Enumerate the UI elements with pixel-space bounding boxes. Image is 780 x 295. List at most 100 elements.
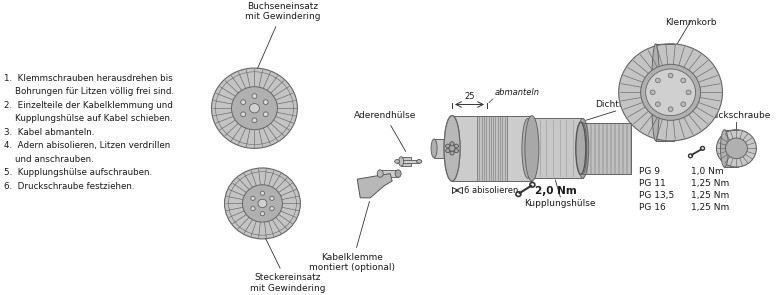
Circle shape bbox=[668, 107, 673, 112]
Circle shape bbox=[263, 112, 268, 117]
Circle shape bbox=[243, 185, 282, 222]
Text: 1,25 Nm: 1,25 Nm bbox=[690, 191, 729, 200]
Text: 6.  Druckschraube festziehen.: 6. Druckschraube festziehen. bbox=[4, 182, 134, 191]
Text: PG 9: PG 9 bbox=[639, 167, 660, 176]
Circle shape bbox=[263, 100, 268, 104]
Text: PG 11: PG 11 bbox=[639, 179, 665, 188]
Bar bbox=[452, 116, 532, 181]
Circle shape bbox=[232, 87, 278, 130]
Circle shape bbox=[211, 68, 297, 148]
Bar bbox=[380, 170, 398, 177]
Ellipse shape bbox=[395, 160, 399, 163]
Text: 1,25 Nm: 1,25 Nm bbox=[690, 204, 729, 212]
Text: Kupplungshülse: Kupplungshülse bbox=[525, 199, 596, 208]
Text: Druckschraube: Druckschraube bbox=[702, 111, 771, 120]
Text: 6 abisolieren: 6 abisolieren bbox=[464, 186, 519, 195]
Text: 1.  Klemmschrauben herausdrehen bis: 1. Klemmschrauben herausdrehen bis bbox=[4, 74, 172, 83]
Circle shape bbox=[445, 149, 450, 153]
Circle shape bbox=[450, 142, 454, 145]
Bar bbox=[528, 119, 583, 178]
Circle shape bbox=[450, 151, 454, 155]
Bar bbox=[434, 139, 456, 158]
Polygon shape bbox=[357, 173, 392, 198]
Circle shape bbox=[270, 206, 274, 211]
Ellipse shape bbox=[399, 157, 404, 166]
Circle shape bbox=[668, 73, 673, 78]
Text: Steckereinsatz
mit Gewindering: Steckereinsatz mit Gewindering bbox=[250, 239, 325, 293]
Circle shape bbox=[655, 102, 661, 106]
Ellipse shape bbox=[576, 119, 589, 178]
Circle shape bbox=[646, 69, 696, 116]
Circle shape bbox=[455, 144, 459, 148]
Ellipse shape bbox=[721, 130, 729, 167]
Circle shape bbox=[651, 90, 655, 95]
Bar bbox=[583, 123, 631, 174]
Ellipse shape bbox=[651, 44, 660, 141]
Circle shape bbox=[258, 199, 267, 208]
Circle shape bbox=[250, 196, 255, 200]
Circle shape bbox=[725, 138, 747, 159]
Text: 2.  Einzelteile der Kabelklemmung und: 2. Einzelteile der Kabelklemmung und bbox=[4, 101, 173, 110]
Circle shape bbox=[261, 191, 264, 195]
Text: PG 13,5: PG 13,5 bbox=[639, 191, 674, 200]
Ellipse shape bbox=[417, 160, 422, 163]
Circle shape bbox=[686, 90, 691, 95]
Ellipse shape bbox=[453, 139, 459, 158]
Circle shape bbox=[455, 149, 459, 153]
Ellipse shape bbox=[444, 116, 460, 181]
Ellipse shape bbox=[444, 116, 460, 181]
Circle shape bbox=[252, 118, 257, 123]
Circle shape bbox=[449, 145, 455, 151]
Text: Kupplungshülse auf Kabel schieben.: Kupplungshülse auf Kabel schieben. bbox=[4, 114, 172, 123]
Text: Aderendhülse: Aderendhülse bbox=[354, 111, 417, 152]
Text: Bohrungen für Litzen völlig frei sind.: Bohrungen für Litzen völlig frei sind. bbox=[4, 87, 174, 96]
Circle shape bbox=[250, 104, 260, 113]
Circle shape bbox=[455, 149, 459, 153]
Circle shape bbox=[455, 144, 459, 148]
Bar bbox=[656, 44, 674, 141]
Bar bbox=[725, 130, 739, 167]
Ellipse shape bbox=[395, 170, 401, 177]
Circle shape bbox=[655, 78, 661, 83]
Circle shape bbox=[445, 144, 450, 148]
Text: Buchseneinsatz
mit Gewindering: Buchseneinsatz mit Gewindering bbox=[245, 2, 320, 68]
Ellipse shape bbox=[576, 122, 586, 175]
Circle shape bbox=[250, 206, 255, 211]
Text: 25: 25 bbox=[464, 92, 475, 101]
Circle shape bbox=[450, 151, 454, 155]
Ellipse shape bbox=[522, 119, 534, 178]
Circle shape bbox=[252, 94, 257, 99]
Bar bbox=[397, 160, 419, 163]
Circle shape bbox=[225, 168, 300, 239]
Text: 1,25 Nm: 1,25 Nm bbox=[690, 179, 729, 188]
Circle shape bbox=[681, 102, 686, 106]
Circle shape bbox=[450, 142, 454, 145]
Circle shape bbox=[717, 130, 757, 167]
Circle shape bbox=[681, 78, 686, 83]
Bar bbox=[401, 157, 411, 166]
Bar bbox=[477, 116, 507, 181]
Text: 5.  Kupplungshülse aufschrauben.: 5. Kupplungshülse aufschrauben. bbox=[4, 168, 152, 177]
Text: abmanteln: abmanteln bbox=[495, 88, 540, 97]
Circle shape bbox=[640, 64, 700, 120]
Circle shape bbox=[241, 100, 246, 104]
Text: 2,0 Nm: 2,0 Nm bbox=[535, 186, 577, 196]
Circle shape bbox=[619, 44, 722, 141]
Ellipse shape bbox=[431, 139, 437, 158]
Ellipse shape bbox=[579, 123, 587, 174]
Circle shape bbox=[449, 145, 455, 151]
Circle shape bbox=[445, 149, 450, 153]
Ellipse shape bbox=[445, 116, 459, 181]
Text: Dichtring: Dichtring bbox=[595, 100, 636, 109]
Circle shape bbox=[270, 196, 274, 200]
Ellipse shape bbox=[525, 116, 539, 181]
Ellipse shape bbox=[378, 170, 383, 177]
Text: 4.  Adern abisolieren, Litzen verdrillen: 4. Adern abisolieren, Litzen verdrillen bbox=[4, 141, 170, 150]
Text: und anschrauben.: und anschrauben. bbox=[4, 155, 94, 164]
Text: 3.  Kabel abmanteln.: 3. Kabel abmanteln. bbox=[4, 128, 94, 137]
Text: 1,0 Nm: 1,0 Nm bbox=[690, 167, 723, 176]
Circle shape bbox=[241, 112, 246, 117]
Text: Kabelklemme
montiert (optional): Kabelklemme montiert (optional) bbox=[309, 201, 395, 272]
Text: PG 16: PG 16 bbox=[639, 204, 665, 212]
Circle shape bbox=[261, 212, 264, 216]
